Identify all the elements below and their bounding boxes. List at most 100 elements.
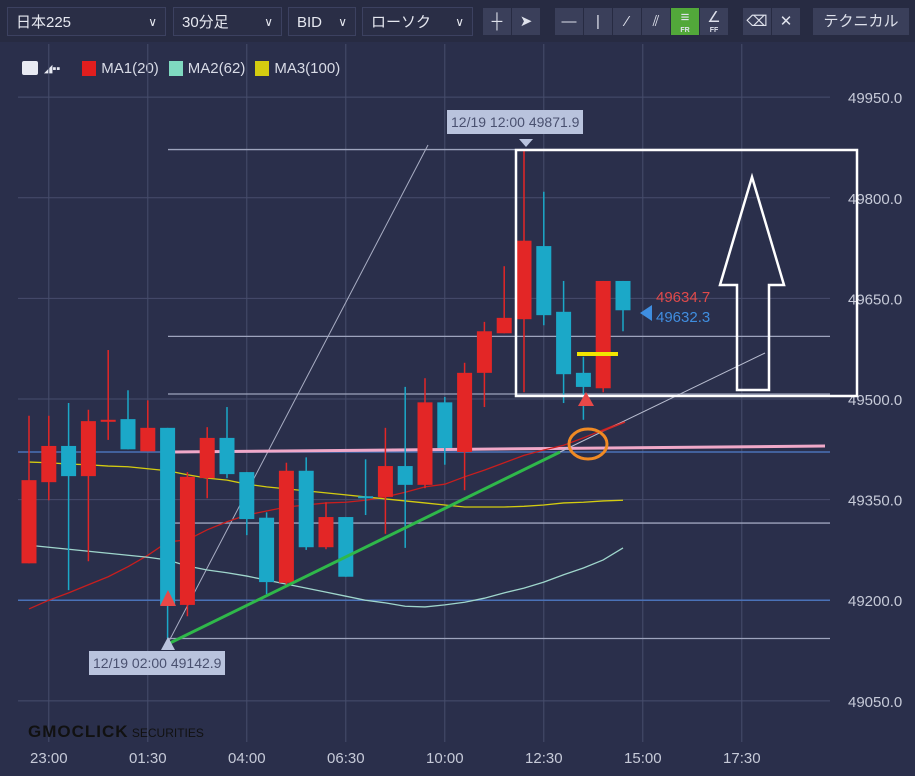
- candle: [140, 400, 156, 452]
- price-type-dropdown[interactable]: BID ∨: [288, 7, 356, 36]
- candle: [160, 427, 176, 639]
- watermark-logo: GMOCLICK SECURITIES: [28, 722, 204, 741]
- candle: [575, 356, 591, 420]
- candle: [457, 362, 473, 491]
- cursor-button[interactable]: ➤: [512, 8, 540, 35]
- candle-body: [338, 517, 354, 577]
- chevron-down-icon: ∨: [264, 15, 273, 29]
- green-trend-line: [169, 450, 561, 645]
- x-tick-label: 06:30: [327, 750, 365, 767]
- parallel-lines-button[interactable]: ⫽: [642, 8, 670, 35]
- tooltip-pointer-high: [519, 139, 533, 147]
- candle-body: [80, 421, 96, 477]
- candle-body: [516, 240, 532, 320]
- candle: [298, 457, 314, 550]
- x-tick-label: 17:30: [723, 750, 761, 767]
- candle-body: [457, 372, 473, 452]
- candle-body: [496, 317, 512, 334]
- fib-fan-icon: ∠: [707, 9, 721, 26]
- tool-sub-label: FF: [709, 27, 719, 34]
- ma-line: [28, 544, 624, 608]
- fib-retracement-button[interactable]: ≡ FR: [671, 8, 699, 35]
- chevron-down-icon: ∨: [455, 15, 464, 29]
- candle: [417, 378, 433, 489]
- eraser-icon: ⌫: [746, 13, 768, 30]
- y-tick-label: 49500.0: [848, 392, 902, 409]
- candle-body: [437, 402, 453, 448]
- symbol-value: 日本225: [16, 14, 72, 31]
- legend-item[interactable]: MA2(62): [168, 60, 245, 77]
- candle-body: [536, 246, 552, 316]
- trend-line-button[interactable]: ⁄: [613, 8, 641, 35]
- candle: [437, 396, 453, 465]
- candle: [239, 472, 255, 536]
- pink-horizontal-line: [171, 444, 826, 454]
- candle-body: [179, 476, 195, 605]
- y-tick-label: 49200.0: [848, 593, 902, 610]
- candle: [278, 462, 294, 585]
- candle-body: [397, 466, 413, 485]
- candle: [100, 350, 116, 440]
- candle: [21, 415, 37, 564]
- candle-body: [318, 517, 334, 548]
- technical-button[interactable]: テクニカル: [813, 8, 909, 35]
- candle-body: [476, 331, 492, 373]
- eraser-button[interactable]: ⌫: [743, 8, 771, 35]
- legend-swatch: [255, 60, 270, 76]
- timeframe-dropdown[interactable]: 30分足 ∨: [173, 7, 282, 36]
- tool-sub-label: FR: [680, 27, 690, 34]
- legend: ◢▪▪ MA1(20) MA2(62) MA3(100): [22, 58, 350, 78]
- symbol-dropdown[interactable]: 日本225 ∨: [7, 7, 166, 36]
- crosshair-button[interactable]: ┼: [483, 8, 511, 35]
- candle-body: [278, 470, 294, 583]
- price-type-value: BID: [297, 14, 323, 31]
- candle: [61, 403, 77, 591]
- erase-all-button[interactable]: ✕: [772, 8, 800, 35]
- horizontal-line-button[interactable]: —: [555, 8, 583, 35]
- candle-body: [615, 280, 631, 311]
- chart-type-dropdown[interactable]: ローソク ∨: [362, 7, 473, 36]
- erase-all-icon: ✕: [779, 13, 793, 30]
- fib-fan-button[interactable]: ∠ FF: [700, 8, 728, 35]
- candle-body: [595, 280, 611, 389]
- x-tick-label: 04:00: [228, 750, 266, 767]
- tooltip-pointer-low: [161, 637, 175, 650]
- candle-body: [417, 402, 433, 485]
- parallel-lines-icon: ⫽: [652, 13, 660, 30]
- candle: [80, 409, 96, 562]
- vertical-line-icon: |: [596, 13, 600, 30]
- candle: [199, 427, 215, 499]
- candle-body: [298, 470, 314, 548]
- x-tick-label: 01:30: [129, 750, 167, 767]
- legend-swatch: [82, 60, 97, 76]
- comment-icon[interactable]: [22, 61, 38, 75]
- legend-item[interactable]: MA1(20): [82, 60, 159, 77]
- candle-body: [160, 427, 176, 605]
- highlight-rectangle: [514, 148, 859, 398]
- fib-trend-line: [167, 144, 429, 644]
- candle: [476, 321, 492, 408]
- signal-triangle-icon: [578, 392, 594, 406]
- candle-body: [21, 480, 37, 564]
- candle: [377, 427, 393, 534]
- candle-body: [219, 437, 235, 475]
- legend-item[interactable]: MA3(100): [255, 60, 340, 77]
- candle-body: [239, 472, 255, 520]
- timeframe-value: 30分足: [182, 14, 229, 31]
- highlight-circle: [567, 427, 609, 461]
- ask-price-label: 49634.7: [656, 289, 711, 306]
- draw-settings-icon[interactable]: ◢▪▪: [44, 62, 61, 75]
- candle: [496, 266, 512, 334]
- candle-body: [259, 517, 275, 583]
- x-tick-label: 10:00: [426, 750, 464, 767]
- candle: [338, 517, 354, 577]
- candle-body: [61, 445, 77, 477]
- candle: [219, 407, 235, 479]
- chevron-down-icon: ∨: [338, 15, 347, 29]
- toolbar: 日本225 ∨ 30分足 ∨ BID ∨ ローソク ∨ ┼ ➤ — | ⁄ ⫽ ≡ FR ∠ FF ⌫ ✕ テ…: [0, 0, 915, 42]
- up-arrow-annotation: [718, 172, 786, 392]
- vertical-line-button[interactable]: |: [584, 8, 612, 35]
- candle-body: [575, 372, 591, 387]
- candle: [120, 390, 136, 450]
